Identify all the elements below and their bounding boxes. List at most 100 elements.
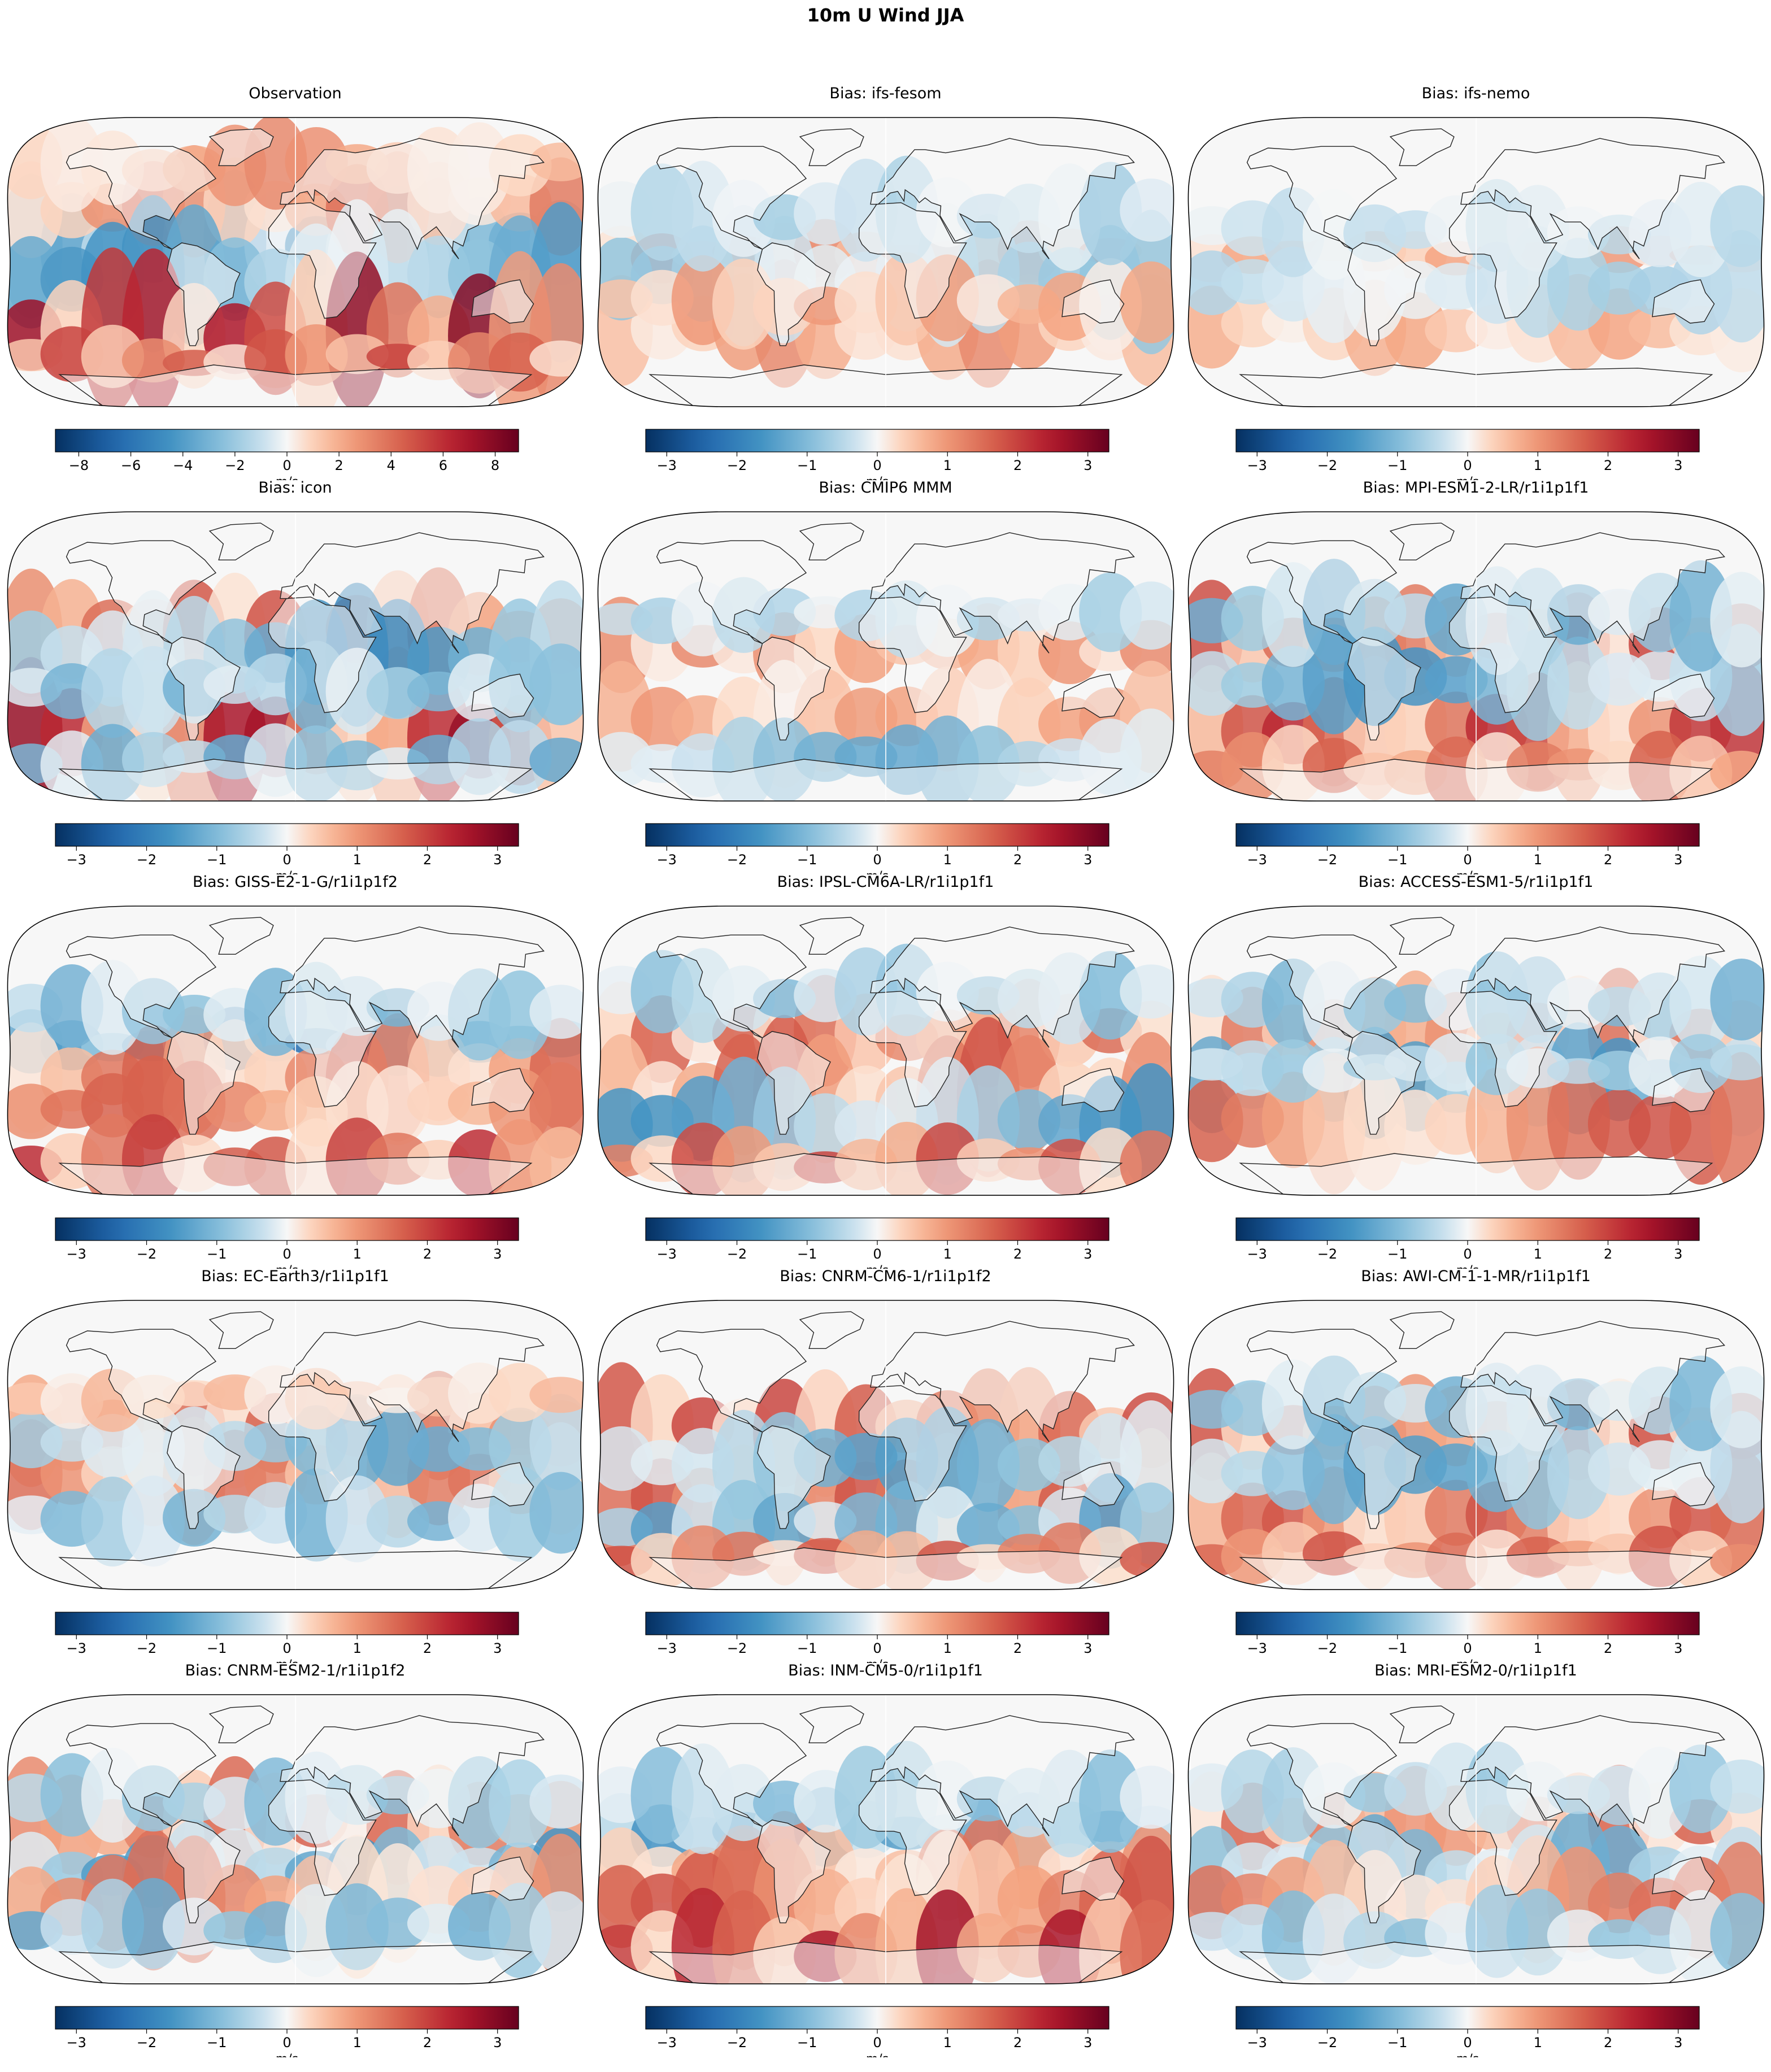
bias-band — [1120, 1899, 1174, 1984]
coastline — [66, 934, 217, 1038]
colorbar: −3 −2 −1 0 1 2 3 m/s — [1235, 429, 1700, 480]
colorbar-label: m/s — [276, 475, 298, 480]
colorbar: −3 −2 −1 0 1 2 3 m/s — [1235, 823, 1700, 874]
bias-band — [1710, 750, 1764, 796]
bias-field — [7, 1695, 584, 1984]
coastline — [656, 1329, 807, 1433]
map-panel: Bias: INM-CM5-0/r1i1p1f1 −3 −2 −1 0 1 2 3 m/s — [590, 1662, 1181, 2057]
colorbar-tick-label: 0 — [1463, 1640, 1472, 1656]
world-map: −3 −2 −1 0 1 2 3 m/s — [7, 1300, 584, 1663]
coastline — [208, 523, 274, 560]
coastline — [870, 138, 1135, 259]
coastline — [799, 523, 864, 560]
coastline — [280, 138, 545, 259]
world-map: −3 −2 −1 0 1 2 3 m/s — [7, 511, 584, 874]
colorbar-tick-label: 1 — [353, 2035, 362, 2051]
colorbar-tick-label: −2 — [137, 1640, 156, 1656]
map-outline — [597, 511, 1174, 802]
colorbar-tick-label: 2 — [423, 852, 432, 868]
coastline — [1652, 1462, 1715, 1507]
coastline — [208, 917, 274, 955]
colorbar-tick-label: −3 — [1247, 458, 1267, 473]
colorbar-tick-label: 1 — [943, 852, 952, 868]
coastline — [1460, 138, 1725, 259]
colorbar-tick-label: −6 — [121, 458, 141, 473]
coastline — [167, 1031, 241, 1135]
colorbar-tick-label: 1 — [353, 1640, 362, 1656]
bias-band — [489, 970, 552, 1059]
colorbar: −3 −2 −1 0 1 2 3 m/s — [1235, 2006, 1700, 2057]
colorbar-tick-label: 2 — [1013, 1640, 1022, 1656]
bias-band — [1710, 1759, 1764, 1814]
coastline — [1061, 673, 1125, 718]
colorbar-tick-label: −3 — [67, 852, 86, 868]
world-map: −3 −2 −1 0 1 2 3 m/s — [597, 1694, 1174, 2057]
coastline — [1389, 917, 1455, 955]
colorbar-tick-label: −1 — [797, 1640, 817, 1656]
world-map: −3 −2 −1 0 1 2 3 m/s — [1187, 906, 1765, 1269]
bias-band — [1079, 951, 1142, 1040]
colorbar-tick-label: 1 — [943, 2035, 952, 2051]
map-panel: Bias: ifs-nemo −3 −2 −1 0 1 2 3 m/s — [1181, 85, 1771, 480]
panel-title: Bias: GISS-E2-1-G/r1i1p1f2 — [192, 873, 398, 891]
coastline — [1652, 1068, 1715, 1112]
colorbar-gradient — [55, 823, 519, 847]
colorbar-tick-label: −3 — [657, 458, 677, 473]
colorbar-tick-label: 2 — [1013, 2035, 1022, 2051]
colorbar: −3 −2 −1 0 1 2 3 m/s — [645, 823, 1109, 874]
colorbar-tick-label: −1 — [1387, 2035, 1407, 2051]
panel-title: Bias: CNRM-CM6-1/r1i1p1f2 — [780, 1268, 991, 1285]
bias-field — [598, 512, 1174, 801]
colorbar-tick-label: 3 — [493, 1246, 502, 1262]
bias-field — [7, 1300, 584, 1590]
colorbar-tick-label: −3 — [1247, 1640, 1267, 1656]
colorbar-label: m/s — [276, 1658, 298, 1663]
bias-band — [1120, 261, 1174, 343]
map-panel: Bias: MPI-ESM1-2-LR/r1i1p1f1 −3 −2 −1 0 1 2 3 m/… — [1181, 479, 1771, 874]
colorbar-gradient — [1235, 1217, 1700, 1241]
coastline — [1246, 146, 1398, 250]
bias-band — [1120, 964, 1174, 1019]
colorbar: −3 −2 −1 0 1 2 3 m/s — [645, 1217, 1109, 1269]
coastline — [1347, 637, 1421, 741]
bias-band — [529, 1774, 584, 1829]
colorbar-tick-label: 1 — [943, 1246, 952, 1262]
coastline — [471, 1856, 534, 1901]
colorbar-tick-label: −2 — [1317, 1246, 1337, 1262]
colorbar: −3 −2 −1 0 1 2 3 m/s — [55, 1612, 519, 1663]
map-panel: Bias: MRI-ESM2-0/r1i1p1f1 −3 −2 −1 0 1 2 3 m/s — [1181, 1662, 1771, 2057]
map-outline — [7, 1300, 584, 1590]
coastline — [870, 1715, 1135, 1836]
bias-band — [1120, 1765, 1174, 1829]
colorbar: −3 −2 −1 0 1 2 3 m/s — [645, 2006, 1109, 2057]
bias-band — [366, 1065, 429, 1146]
coastline — [208, 1311, 274, 1349]
coastline — [280, 532, 545, 654]
coastline — [1061, 1068, 1125, 1112]
colorbar-tick-label: 0 — [873, 1246, 881, 1262]
colorbar-tick-label: −2 — [727, 458, 747, 473]
colorbar-gradient — [645, 823, 1109, 847]
coastline — [1347, 1819, 1421, 1923]
bias-band — [366, 1406, 429, 1486]
colorbar-tick-label: 0 — [1463, 852, 1472, 868]
colorbar-tick-label: 2 — [1604, 2035, 1612, 2051]
coastline — [1246, 934, 1398, 1038]
colorbar-gradient — [55, 2006, 519, 2030]
coastline — [870, 532, 1135, 654]
colorbar-gradient — [1235, 429, 1700, 452]
bias-band — [121, 646, 185, 737]
bias-band — [121, 338, 185, 382]
coastline — [757, 1819, 831, 1923]
coastline — [870, 1321, 1135, 1442]
coastline — [471, 1068, 534, 1112]
colorbar-tick-label: −3 — [657, 1640, 677, 1656]
colorbar-tick-label: 0 — [282, 458, 291, 473]
bias-band — [489, 1363, 552, 1422]
colorbar-tick-label: 2 — [423, 2035, 432, 2051]
bias-band — [529, 340, 584, 377]
panel-title: Bias: MPI-ESM1-2-LR/r1i1p1f1 — [1363, 479, 1589, 497]
colorbar-tick-label: −3 — [1247, 852, 1267, 868]
colorbar-tick-label: 3 — [1084, 1246, 1092, 1262]
map-outline — [597, 1694, 1174, 1984]
